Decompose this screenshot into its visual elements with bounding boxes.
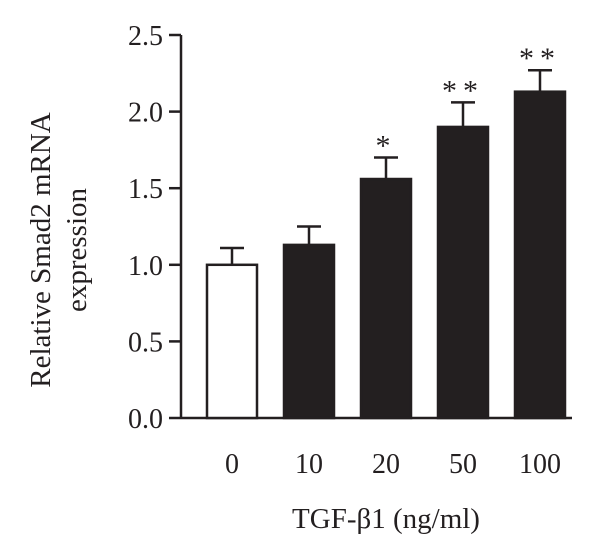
significance-label: * [376, 130, 397, 163]
x-tick-label: 0 [225, 449, 239, 480]
bar-100 [513, 90, 567, 420]
bar-10 [282, 243, 336, 420]
y-tick-label: 0.5 [128, 327, 163, 358]
significance-label: ** [442, 74, 484, 107]
y-tick-label: 2.0 [128, 98, 163, 129]
y-tick-label: 1.0 [128, 251, 163, 282]
bars: ***** [205, 42, 567, 420]
y-axis-title-line1: Relative Smad2 mRNA [25, 112, 57, 388]
y-tick-label: 1.5 [128, 174, 163, 205]
x-tick-label: 100 [519, 449, 561, 480]
y-tick-label: 2.5 [128, 21, 163, 52]
bar-0 [205, 263, 259, 420]
bar-50 [436, 125, 490, 420]
x-axis-title: TGF-β1 (ng/ml) [292, 503, 480, 535]
y-ticks: 0.0 0.5 1.0 1.5 2.0 2.5 [128, 21, 181, 435]
y-axis-title-line2: expression [61, 187, 93, 312]
x-tick-label: 20 [372, 449, 400, 480]
y-tick-label: 0.0 [128, 404, 163, 435]
x-tick-labels: 0 10 20 50 100 [225, 449, 561, 480]
x-tick-label: 10 [295, 449, 323, 480]
x-tick-label: 50 [449, 449, 477, 480]
bar-20 [359, 177, 413, 420]
significance-label: ** [519, 42, 561, 75]
